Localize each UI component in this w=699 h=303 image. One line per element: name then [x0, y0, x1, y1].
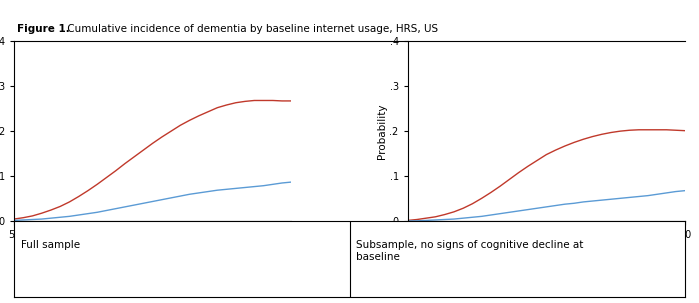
Text: Subsample, no signs of cognitive decline at
baseline: Subsample, no signs of cognitive decline…: [356, 240, 584, 262]
X-axis label: Age: Age: [536, 243, 556, 253]
X-axis label: Age: Age: [143, 243, 163, 253]
Y-axis label: Probability: Probability: [377, 103, 387, 159]
Text: Full sample: Full sample: [21, 240, 80, 250]
Text: Figure 1.: Figure 1.: [17, 24, 70, 34]
Text: Cumulative incidence of dementia by baseline internet usage, HRS, US: Cumulative incidence of dementia by base…: [64, 24, 438, 34]
